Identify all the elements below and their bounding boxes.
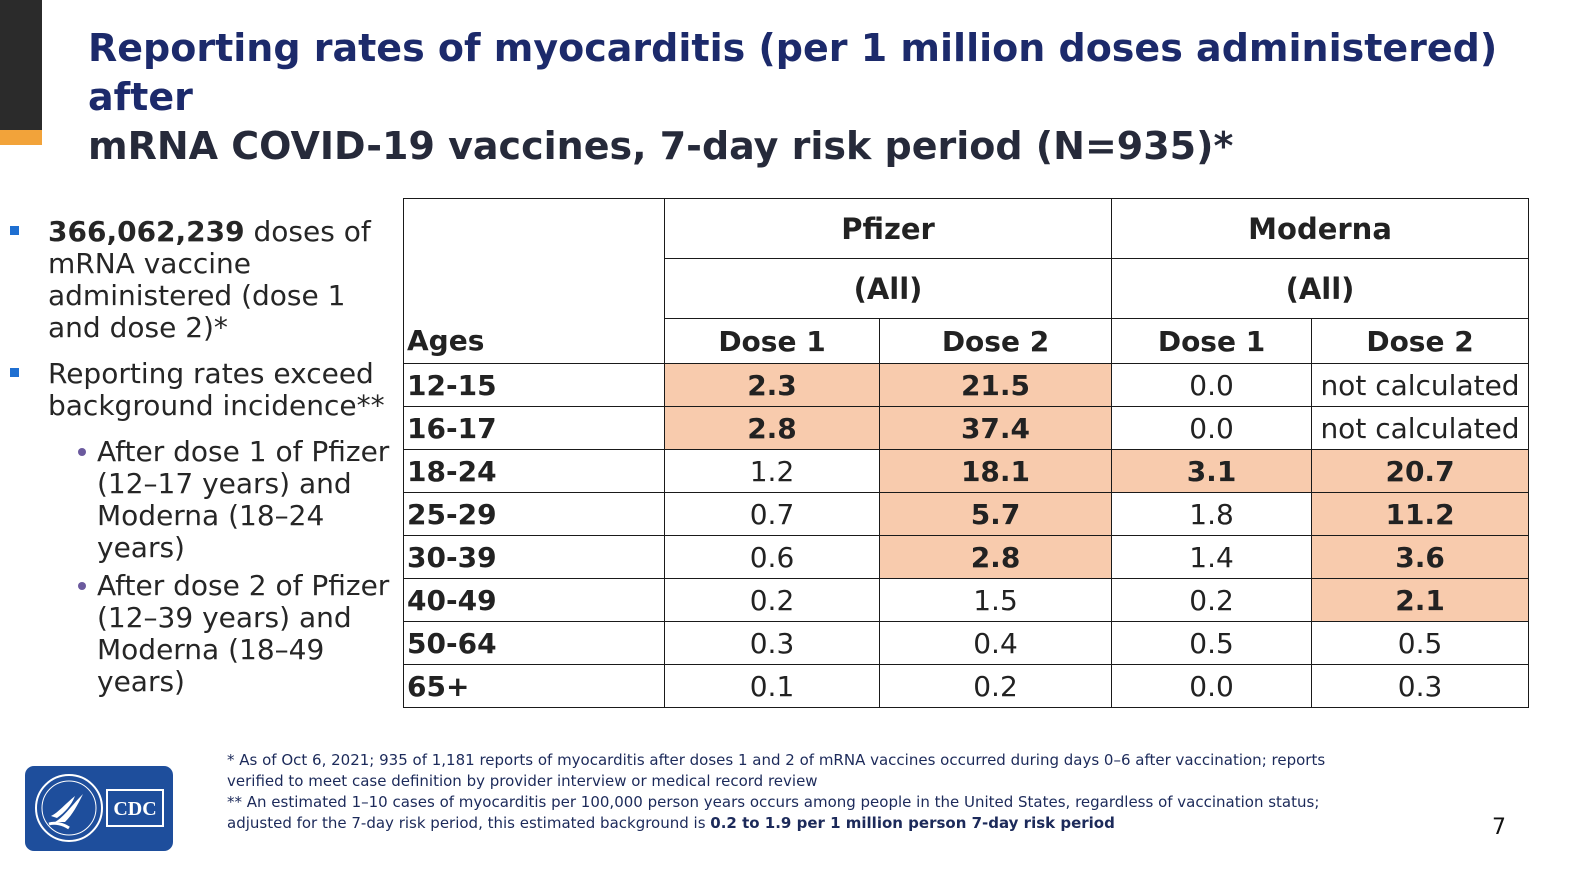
moderna-dose2-cell: not calculated <box>1311 406 1530 450</box>
page-number: 7 <box>1492 815 1506 840</box>
pfizer-dose1-cell: 0.7 <box>664 492 880 536</box>
sub-bullet-dose1-text: After dose 1 of Pfizer (12–17 years) and… <box>97 435 390 564</box>
moderna-dose2-cell: 11.2 <box>1311 492 1530 536</box>
age-cell: 50-64 <box>403 621 665 665</box>
header-moderna-dose2: Dose 2 <box>1311 318 1530 364</box>
pfizer-dose2-cell: 37.4 <box>878 406 1113 450</box>
sub-bullet-dose1: After dose 1 of Pfizer (12–17 years) and… <box>10 436 390 564</box>
table-row: 65+ 0.1 0.2 0.0 0.3 <box>403 664 1530 708</box>
logo-text: CDC <box>113 798 156 820</box>
title-line-2: mRNA COVID-19 vaccines, 7-day risk perio… <box>88 124 1234 168</box>
bullet-reporting-rates: Reporting rates exceed background incide… <box>10 358 390 422</box>
age-cell: 25-29 <box>403 492 665 536</box>
rates-table: Pfizer Moderna (All) (All) Ages Dose 1 D… <box>403 198 1530 708</box>
sub-bullet-dose2-text: After dose 2 of Pfizer (12–39 years) and… <box>97 569 390 698</box>
bullet-dot-icon <box>78 448 86 456</box>
bullet-list: 366,062,239 doses of mRNA vaccine admini… <box>10 216 390 704</box>
pfizer-dose2-cell: 0.4 <box>878 621 1113 665</box>
footnote-2-text: ** An estimated 1–10 cases of myocarditi… <box>227 793 1320 832</box>
bullet-square-icon <box>10 368 19 377</box>
header-moderna-dose1: Dose 1 <box>1111 318 1313 364</box>
pfizer-dose2-cell: 21.5 <box>878 363 1113 407</box>
age-cell: 30-39 <box>403 535 665 579</box>
moderna-dose1-cell: 3.1 <box>1111 449 1313 493</box>
pfizer-dose1-cell: 0.2 <box>664 578 880 622</box>
moderna-dose2-cell: 0.3 <box>1311 664 1530 708</box>
moderna-dose2-cell: 2.1 <box>1311 578 1530 622</box>
header-pfizer: Pfizer <box>663 198 1113 259</box>
pfizer-dose1-cell: 1.2 <box>664 449 880 493</box>
header-ages: Ages <box>403 318 665 364</box>
footnote-1: * As of Oct 6, 2021; 935 of 1,181 report… <box>227 751 1326 790</box>
age-cell: 18-24 <box>403 449 665 493</box>
footnotes: * As of Oct 6, 2021; 935 of 1,181 report… <box>227 750 1377 834</box>
footnote-2: ** An estimated 1–10 cases of myocarditi… <box>227 792 1377 834</box>
doses-count: 366,062,239 <box>48 215 245 248</box>
age-cell: 65+ <box>403 664 665 708</box>
age-cell: 40-49 <box>403 578 665 622</box>
pfizer-dose2-cell: 2.8 <box>878 535 1113 579</box>
moderna-dose1-cell: 1.8 <box>1111 492 1313 536</box>
moderna-dose1-cell: 0.0 <box>1111 664 1313 708</box>
table-row: 30-39 0.6 2.8 1.4 3.6 <box>403 535 1530 579</box>
pfizer-dose2-cell: 0.2 <box>878 664 1113 708</box>
title-line-1: Reporting rates of myocarditis (per 1 mi… <box>88 26 1498 119</box>
reporting-rates-text: Reporting rates exceed background incide… <box>48 357 385 422</box>
doses-text: doses of mRNA vaccine administered (dose… <box>48 215 371 344</box>
bullet-dot-icon <box>78 582 86 590</box>
pfizer-dose1-cell: 0.6 <box>664 535 880 579</box>
header-blank <box>403 258 665 319</box>
table-row: 18-24 1.2 18.1 3.1 20.7 <box>403 449 1530 493</box>
accent-bar-dark <box>0 0 42 130</box>
moderna-dose1-cell: 0.0 <box>1111 363 1313 407</box>
bullet-doses: 366,062,239 doses of mRNA vaccine admini… <box>10 216 390 344</box>
moderna-dose1-cell: 0.2 <box>1111 578 1313 622</box>
table-row: 25-29 0.7 5.7 1.8 11.2 <box>403 492 1530 536</box>
moderna-dose1-cell: 0.5 <box>1111 621 1313 665</box>
moderna-dose1-cell: 0.0 <box>1111 406 1313 450</box>
table-row: 16-17 2.8 37.4 0.0 not calculated <box>403 406 1530 450</box>
moderna-dose1-cell: 1.4 <box>1111 535 1313 579</box>
pfizer-dose1-cell: 0.1 <box>664 664 880 708</box>
sub-bullet-dose2: After dose 2 of Pfizer (12–39 years) and… <box>10 570 390 698</box>
pfizer-dose1-cell: 0.3 <box>664 621 880 665</box>
age-cell: 12-15 <box>403 363 665 407</box>
moderna-dose2-cell: not calculated <box>1311 363 1530 407</box>
header-pfizer-all: (All) <box>663 258 1113 319</box>
header-blank <box>403 198 665 259</box>
age-cell: 16-17 <box>403 406 665 450</box>
footnote-2-bold: 0.2 to 1.9 per 1 million person 7-day ri… <box>710 814 1115 832</box>
hhs-cdc-logo: CDC <box>25 766 173 851</box>
header-moderna: Moderna <box>1111 198 1530 259</box>
slide-title: Reporting rates of myocarditis (per 1 mi… <box>88 24 1548 171</box>
moderna-dose2-cell: 3.6 <box>1311 535 1530 579</box>
pfizer-dose2-cell: 18.1 <box>878 449 1113 493</box>
header-pfizer-dose2: Dose 2 <box>878 318 1113 364</box>
pfizer-dose1-cell: 2.8 <box>664 406 880 450</box>
header-moderna-all: (All) <box>1111 258 1530 319</box>
pfizer-dose2-cell: 5.7 <box>878 492 1113 536</box>
accent-bar-gold <box>0 130 42 145</box>
table-row: 50-64 0.3 0.4 0.5 0.5 <box>403 621 1530 665</box>
pfizer-dose1-cell: 2.3 <box>664 363 880 407</box>
moderna-dose2-cell: 0.5 <box>1311 621 1530 665</box>
header-pfizer-dose1: Dose 1 <box>664 318 880 364</box>
pfizer-dose2-cell: 1.5 <box>878 578 1113 622</box>
table-row: 40-49 0.2 1.5 0.2 2.1 <box>403 578 1530 622</box>
moderna-dose2-cell: 20.7 <box>1311 449 1530 493</box>
table-row: 12-15 2.3 21.5 0.0 not calculated <box>403 363 1530 407</box>
bullet-square-icon <box>10 226 19 235</box>
